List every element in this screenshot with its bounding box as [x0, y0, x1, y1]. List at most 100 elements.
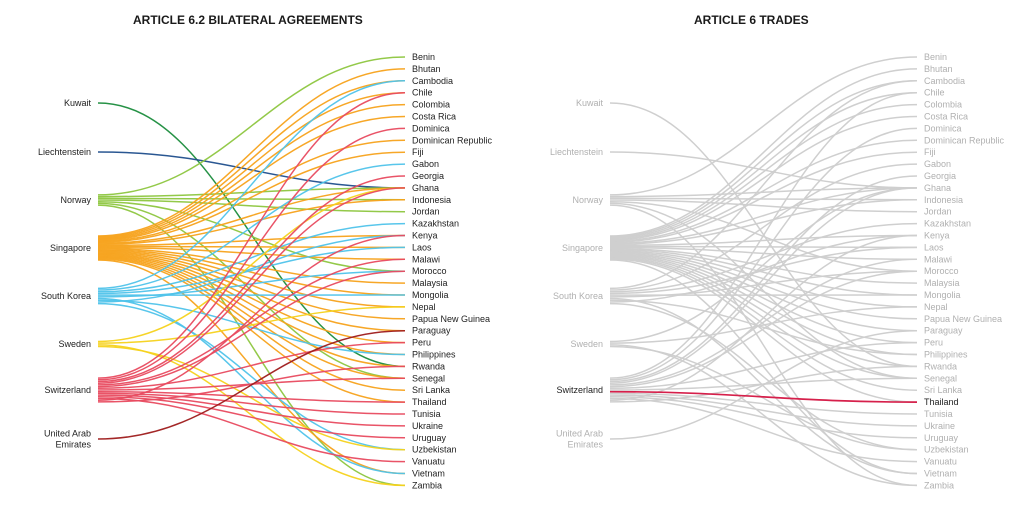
destination-label-fiji: Fiji [924, 147, 936, 157]
flow-switzerland-to-ukraine [97, 394, 406, 427]
flow-sweden-to-nepal [609, 306, 918, 344]
destination-label-colombia: Colombia [412, 100, 450, 110]
flow-singapore-to-paraguay [97, 251, 406, 332]
flow-switzerland-to-chile [609, 91, 918, 379]
destination-label-vietnam: Vietnam [412, 469, 445, 479]
flow-singapore-to-fiji [97, 151, 406, 244]
flow-singapore-to-ghana [97, 187, 406, 245]
flow-lines [97, 56, 406, 487]
flow-switzerland-to-morocco [97, 270, 406, 388]
flow-singapore-to-laos [609, 245, 918, 249]
destination-label-thailand: Thailand [924, 397, 959, 407]
destination-label-paraguay: Paraguay [412, 326, 451, 336]
flow-south-korea-to-uzbekistan [609, 302, 918, 451]
flow-switzerland-to-malawi [609, 258, 918, 386]
destination-label-papua-new-guinea: Papua New Guinea [924, 314, 1002, 324]
flow-south-korea-to-philippines [609, 299, 918, 356]
destination-label-nepal: Nepal [412, 302, 436, 312]
source-label-line: Switzerland [556, 385, 603, 395]
flow-switzerland-to-peru [97, 341, 406, 390]
flow-switzerland-to-dominica [97, 127, 406, 381]
destination-label-nepal: Nepal [924, 302, 948, 312]
destination-label-costa-rica: Costa Rica [924, 112, 968, 122]
flow-south-korea-to-gabon [97, 163, 406, 291]
flow-singapore-to-peru [609, 252, 918, 344]
panel-trades: ARTICLE 6 TRADES Kuwait Liechtenstein Norw… [512, 0, 1024, 515]
flow-singapore-to-indonesia [609, 199, 918, 246]
panel-bilateral-agreements: ARTICLE 6.2 BILATERAL AGREEMENTS Kuwait L… [38, 13, 493, 490]
flow-singapore-to-costa-rica [609, 115, 918, 241]
destination-label-laos: Laos [412, 242, 432, 252]
flow-switzerland-to-georgia [97, 175, 406, 383]
flow-norway-to-indonesia [97, 197, 406, 201]
flow-singapore-to-mongolia [609, 248, 918, 296]
source-label-line: Norway [60, 195, 91, 205]
flow-singapore-to-dominican-republic [609, 139, 918, 242]
destination-label-costa-rica: Costa Rica [412, 112, 456, 122]
destination-label-morocco: Morocco [924, 266, 959, 276]
flow-switzerland-to-dominica [609, 127, 918, 381]
destination-label-fiji: Fiji [412, 147, 424, 157]
destination-label-dominican-republic: Dominican Republic [924, 135, 1005, 145]
source-label-line: Emirates [567, 440, 603, 450]
flow-south-korea-to-kazakhstan [609, 222, 918, 293]
flow-south-korea-to-cambodia [97, 80, 406, 290]
flow-norway-to-senegal [97, 202, 406, 380]
destination-label-vietnam: Vietnam [924, 469, 957, 479]
flow-singapore-to-chile [609, 91, 918, 239]
flow-switzerland-to-georgia [609, 175, 918, 383]
flow-south-korea-to-kazakhstan [97, 222, 406, 293]
panel-title-bilateral: ARTICLE 6.2 BILATERAL AGREEMENTS [133, 13, 363, 27]
source-label-line: Switzerland [44, 385, 91, 395]
destination-label-chile: Chile [924, 88, 945, 98]
destination-label-chile: Chile [412, 88, 433, 98]
flow-singapore-to-sri-lanka [97, 257, 406, 391]
destination-label-malaysia: Malaysia [412, 278, 448, 288]
source-label-switzerland: Switzerland [44, 385, 91, 395]
destination-label-uzbekistan: Uzbekistan [924, 445, 969, 455]
source-label-line: Sweden [58, 339, 91, 349]
source-label-line: Liechtenstein [550, 147, 603, 157]
flow-singapore-to-dominican-republic [97, 139, 406, 242]
flow-switzerland-to-morocco [609, 270, 918, 388]
source-label-norway: Norway [60, 195, 91, 205]
destination-label-gabon: Gabon [924, 159, 951, 169]
destination-label-peru: Peru [924, 338, 943, 348]
destination-label-cambodia: Cambodia [924, 76, 965, 86]
flow-singapore-to-kenya [97, 234, 406, 247]
destination-label-mongolia: Mongolia [412, 290, 449, 300]
flow-singapore-to-bhutan [97, 68, 406, 237]
flow-singapore-to-thailand [97, 258, 406, 403]
destination-label-morocco: Morocco [412, 266, 447, 276]
source-label-line: Norway [572, 195, 603, 205]
flow-switzerland-to-vanuatu [609, 397, 918, 463]
destination-label-uruguay: Uruguay [412, 433, 447, 443]
flow-sweden-to-ghana [97, 187, 406, 343]
source-label-liechtenstein: Liechtenstein [38, 147, 91, 157]
destination-label-paraguay: Paraguay [924, 326, 963, 336]
destination-label-papua-new-guinea: Papua New Guinea [412, 314, 490, 324]
flow-norway-to-ghana [97, 187, 406, 198]
labels: Kuwait Liechtenstein Norway Singapore South … [550, 52, 1005, 490]
flow-norway-to-zambia [97, 204, 406, 487]
flow-singapore-to-bhutan [609, 68, 918, 237]
flow-switzerland-to-ghana [609, 187, 918, 384]
source-label-south-korea: South Korea [41, 291, 91, 301]
flow-south-korea-to-kenya [97, 234, 406, 303]
source-label-sweden: Sweden [570, 339, 603, 349]
flow-singapore-to-fiji [609, 151, 918, 244]
flow-sweden-to-uzbekistan [609, 345, 918, 451]
flow-singapore-to-colombia [609, 103, 918, 240]
source-label-south-korea: South Korea [553, 291, 603, 301]
flow-singapore-to-peru [97, 252, 406, 344]
flow-norway-to-benin [609, 56, 918, 196]
flow-south-korea-to-uzbekistan [97, 302, 406, 451]
source-label-switzerland: Switzerland [556, 385, 603, 395]
flow-diagram-trades: Kuwait Liechtenstein Norway Singapore South … [550, 52, 1005, 490]
destination-label-bhutan: Bhutan [412, 64, 441, 74]
flow-switzerland-to-ukraine [609, 394, 918, 427]
flow-switzerland-to-peru [609, 341, 918, 390]
labels: Kuwait Liechtenstein Norway Singapore South … [38, 52, 493, 490]
flow-south-korea-to-philippines [97, 299, 406, 356]
destination-label-dominica: Dominica [924, 123, 962, 133]
